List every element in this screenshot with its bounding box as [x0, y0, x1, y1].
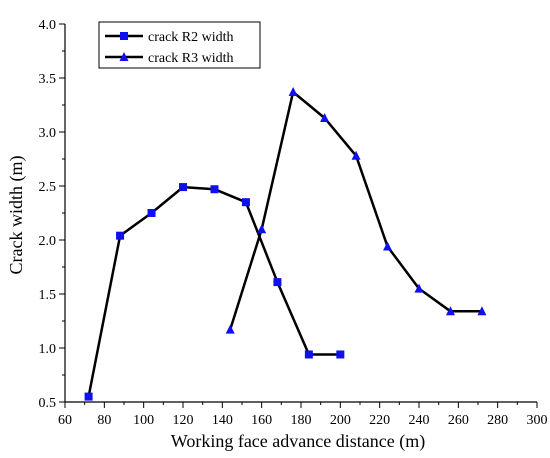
y-tick-label: 2.0 [39, 234, 57, 249]
data-point-triangle [414, 283, 424, 293]
data-point-square [84, 392, 93, 401]
x-tick-label: 80 [97, 413, 111, 428]
x-tick-label: 280 [487, 413, 508, 428]
series-group [84, 87, 487, 401]
data-point-triangle [477, 306, 487, 316]
data-point-square [179, 183, 187, 192]
data-point-triangle [225, 324, 235, 334]
data-point-triangle [445, 306, 455, 316]
legend: crack R2 width crack R3 width [98, 21, 261, 69]
data-point-square [241, 198, 250, 207]
x-tick-label: 200 [330, 413, 351, 428]
data-point-triangle [351, 150, 361, 160]
data-point-triangle [320, 112, 330, 122]
x-tick-label: 180 [291, 413, 312, 428]
x-tick-label: 220 [369, 413, 390, 428]
y-tick-label: 1.0 [39, 342, 57, 357]
data-point-triangle [383, 241, 393, 251]
data-point-square [336, 350, 345, 359]
y-tick-label: 1.5 [39, 288, 57, 303]
y-tick-label: 3.0 [39, 126, 57, 141]
data-point-square [147, 209, 156, 217]
data-point-square [210, 185, 219, 194]
legend-marker-r3 [119, 52, 129, 61]
x-tick-label: 120 [173, 413, 194, 428]
y-tick-label: 4.0 [39, 18, 57, 33]
x-tick-label: 160 [251, 413, 272, 428]
legend-label-r3: crack R3 width [148, 51, 234, 66]
axes: 60 80 100 120 140 160 180 200 220 240 260 280 300 0.5… [39, 18, 548, 428]
y-tick-label: 2.5 [39, 180, 57, 195]
data-point-square [273, 278, 282, 287]
y-tick-label: 0.5 [39, 396, 57, 411]
x-tick-label: 60 [58, 413, 72, 428]
legend-marker-r2 [120, 32, 128, 40]
data-point-triangle [288, 87, 298, 97]
data-point-square [116, 231, 125, 240]
x-tick-label: 140 [212, 413, 233, 428]
x-tick-label: 100 [133, 413, 154, 428]
data-point-triangle [257, 224, 267, 234]
y-axis-title: Crack width (m) [6, 156, 27, 275]
data-point-square [304, 350, 313, 359]
legend-label-r2: crack R2 width [148, 30, 234, 45]
x-tick-label: 300 [527, 413, 548, 428]
y-tick-label: 3.5 [39, 72, 57, 87]
x-tick-label: 260 [448, 413, 469, 428]
x-tick-label: 240 [409, 413, 430, 428]
x-axis-title: Working face advance distance (m) [171, 431, 425, 452]
